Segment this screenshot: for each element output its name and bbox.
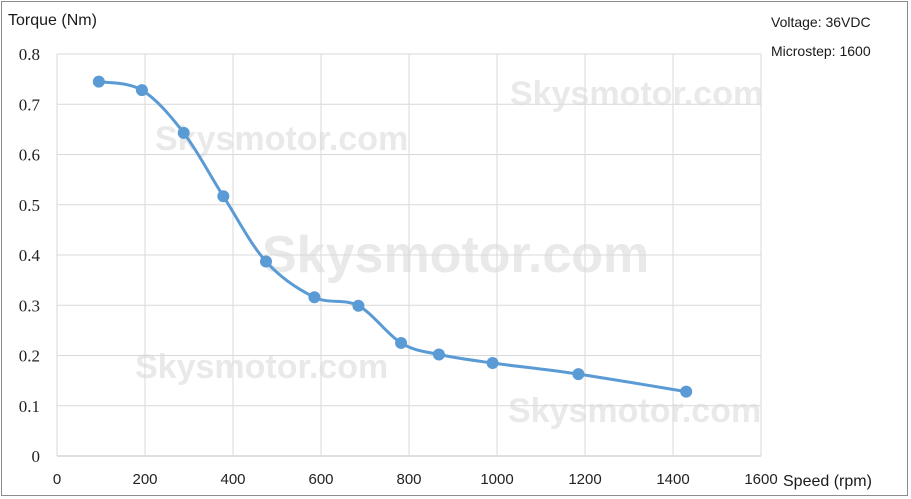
data-point	[177, 126, 190, 139]
y-tick-label: 0.6	[19, 146, 40, 165]
y-tick-label: 0.5	[19, 196, 40, 215]
y-tick-label: 0.4	[19, 246, 41, 265]
x-tick-label: 0	[53, 471, 61, 488]
watermark-text: Skysmotor.com	[135, 348, 388, 386]
x-tick-label: 1200	[568, 471, 601, 488]
watermark-layer: Skysmotor.com Skysmotor.com Skysmotor.co…	[135, 75, 763, 430]
data-point	[486, 357, 499, 370]
data-point	[135, 84, 148, 97]
data-point	[92, 75, 105, 88]
data-point	[217, 190, 230, 203]
voltage-annotation: Voltage: 36VDC	[771, 14, 871, 30]
y-tick-label: 0	[32, 447, 41, 466]
data-point	[572, 368, 585, 381]
x-tick-label: 1000	[480, 471, 513, 488]
x-tick-label: 600	[308, 471, 333, 488]
y-tick-label: 0.3	[19, 296, 40, 315]
x-tick-label: 800	[396, 471, 421, 488]
y-axis-label: Torque (Nm)	[8, 12, 97, 29]
x-tick-label: 200	[132, 471, 157, 488]
data-point	[308, 291, 321, 304]
data-point	[352, 299, 365, 312]
watermark-text: Skysmotor.com	[155, 120, 408, 158]
watermark-text: Skysmotor.com	[510, 75, 763, 113]
watermark-text: Skysmotor.com	[508, 392, 761, 430]
y-tick-label: 0.2	[19, 347, 40, 366]
x-tick-label: 1400	[656, 471, 689, 488]
x-axis-label: Speed (rpm)	[783, 473, 872, 490]
y-tick-label: 0.7	[19, 95, 41, 114]
y-tick-label: 0.1	[19, 397, 40, 416]
x-tick-label: 1600	[744, 471, 777, 488]
y-tick-label: 0.8	[19, 45, 40, 64]
data-point	[680, 385, 693, 398]
data-point	[395, 336, 408, 349]
x-tick-label: 400	[220, 471, 245, 488]
data-point	[432, 348, 445, 361]
microstep-annotation: Microstep: 1600	[771, 43, 871, 59]
data-point	[260, 255, 272, 268]
